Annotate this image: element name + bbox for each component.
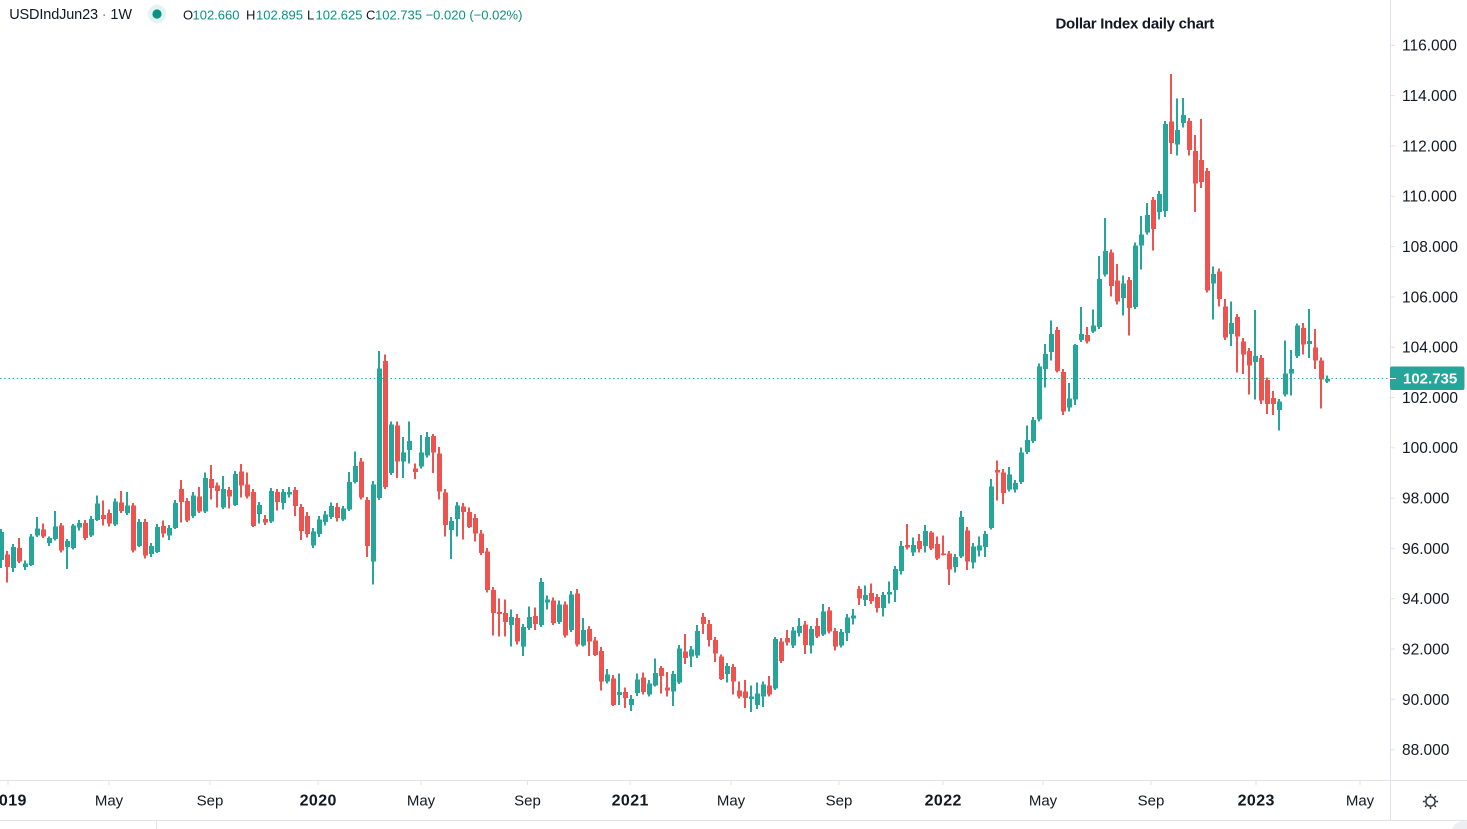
svg-text:102.895: 102.895 — [256, 8, 303, 23]
svg-text:104.000: 104.000 — [1402, 340, 1458, 357]
svg-text:108.000: 108.000 — [1402, 239, 1458, 256]
svg-text:O: O — [183, 8, 193, 23]
svg-text:May: May — [407, 793, 436, 810]
svg-text:94.000: 94.000 — [1402, 591, 1450, 608]
svg-text:May: May — [717, 793, 746, 810]
svg-text:90.000: 90.000 — [1402, 692, 1450, 709]
svg-text:2019: 2019 — [0, 793, 26, 810]
svg-text:96.000: 96.000 — [1402, 541, 1450, 558]
svg-text:May: May — [1346, 793, 1375, 810]
svg-text:110.000: 110.000 — [1402, 189, 1457, 206]
svg-text:102.625: 102.625 — [316, 8, 363, 23]
svg-text:2022: 2022 — [925, 793, 962, 810]
svg-text:−0.020 (−0.02%): −0.020 (−0.02%) — [426, 8, 523, 23]
svg-text:Sep: Sep — [197, 793, 224, 810]
svg-text:102.735: 102.735 — [1403, 371, 1457, 388]
svg-text:H: H — [246, 8, 255, 23]
svg-text:May: May — [1029, 793, 1058, 810]
svg-text:May: May — [95, 793, 124, 810]
svg-text:USDIndJun23 · 1W: USDIndJun23 · 1W — [9, 7, 132, 23]
svg-text:2023: 2023 — [1238, 793, 1275, 810]
svg-text:100.000: 100.000 — [1402, 440, 1458, 457]
svg-text:116.000: 116.000 — [1402, 38, 1457, 55]
svg-text:88.000: 88.000 — [1402, 742, 1450, 759]
svg-text:92.000: 92.000 — [1402, 641, 1450, 658]
svg-text:2020: 2020 — [300, 793, 337, 810]
svg-text:98.000: 98.000 — [1402, 491, 1450, 508]
svg-text:102.000: 102.000 — [1402, 390, 1458, 407]
svg-text:Dollar Index daily chart: Dollar Index daily chart — [1056, 16, 1215, 33]
svg-text:112.000: 112.000 — [1402, 138, 1457, 155]
svg-text:2021: 2021 — [612, 793, 649, 810]
svg-text:L: L — [307, 8, 314, 23]
svg-text:Sep: Sep — [826, 793, 853, 810]
svg-text:102.660: 102.660 — [193, 8, 240, 23]
svg-text:102.735: 102.735 — [375, 8, 422, 23]
svg-text:Sep: Sep — [514, 793, 541, 810]
svg-text:114.000: 114.000 — [1402, 88, 1457, 105]
svg-text:106.000: 106.000 — [1402, 289, 1458, 306]
svg-text:C: C — [366, 8, 375, 23]
svg-text:Sep: Sep — [1138, 793, 1165, 810]
